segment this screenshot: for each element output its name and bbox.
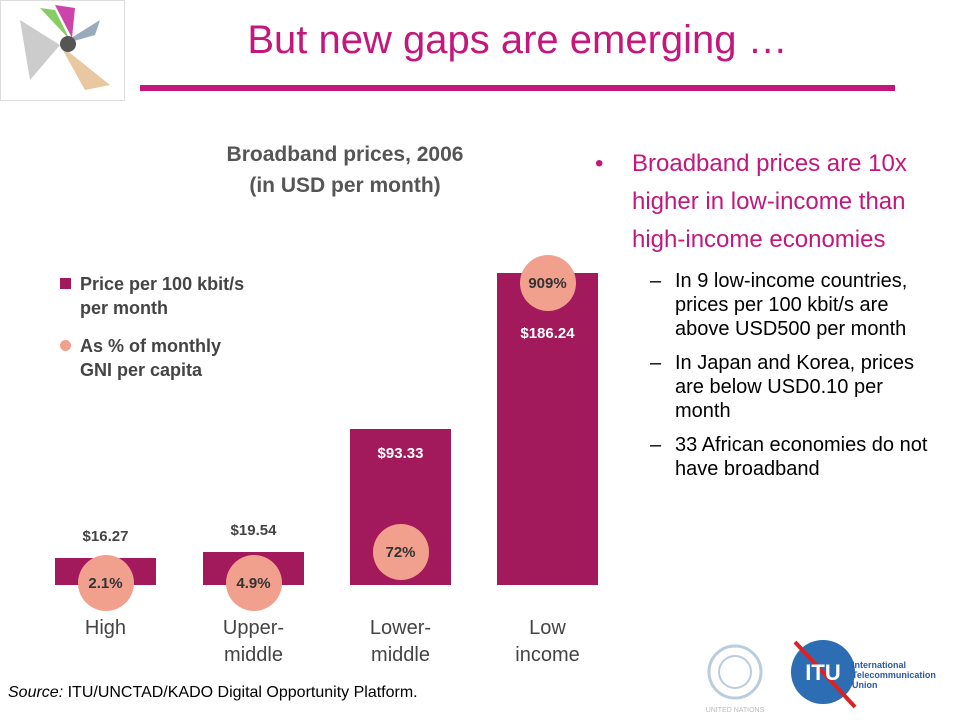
itu-name: International Telecommunication Union: [852, 660, 936, 690]
gni-marker: 4.9%: [225, 555, 282, 611]
bar-label: $93.33: [377, 444, 424, 462]
gni-marker: 909%: [519, 255, 576, 311]
bullet: • Broadband prices are 10x higher in low-…: [595, 150, 907, 253]
chart-title: Broadband prices, 2006: [226, 143, 464, 166]
category-label: Low income: [515, 617, 580, 666]
bar: [497, 273, 598, 585]
corner-logo: [0, 0, 125, 101]
bar-label: $19.54: [230, 522, 277, 540]
itu-text: ITU: [805, 660, 840, 685]
slide-title: But new gaps are emerging …: [247, 18, 788, 62]
source-label: Source:: [8, 684, 64, 701]
title-rule: [140, 85, 895, 91]
category-label: Upper- middle: [222, 617, 285, 666]
legend-label: As % of monthly GNI per capita: [80, 336, 222, 380]
category-label: Lower- middle: [369, 617, 432, 666]
source: Source: ITU/UNCTAD/KADO Digital Opportun…: [8, 684, 418, 702]
legend-swatch: [60, 278, 71, 289]
bar-label: $186.24: [520, 325, 575, 342]
un-logo: UNITED NATIONS: [706, 644, 765, 714]
sub-bullet: In 9 low-income countries, prices per 10…: [650, 269, 930, 341]
chart-subtitle: (in USD per month): [249, 174, 441, 197]
sub-bullet: 33 African economies do not have broadba…: [650, 433, 930, 481]
legend-label: Price per 100 kbit/s per month: [80, 274, 245, 318]
category-label: High: [84, 617, 127, 639]
itu-logo: ITU: [791, 640, 857, 709]
source-text: ITU/UNCTAD/KADO Digital Opportunity Plat…: [67, 684, 418, 701]
gni-marker: 72%: [372, 524, 429, 580]
gni-marker: 2.1%: [77, 555, 134, 611]
bullet-text: Broadband prices are 10x higher in low-i…: [632, 150, 907, 253]
bar-label: $16.27: [82, 527, 129, 545]
legend-swatch: [60, 340, 71, 351]
un-text: UNITED NATIONS: [706, 707, 765, 714]
sub-bullets: In 9 low-income countries, prices per 10…: [595, 269, 930, 481]
bullet-list: • Broadband prices are 10x higher in low-…: [595, 145, 940, 481]
sub-bullet: In Japan and Korea, prices are below USD…: [650, 351, 930, 423]
